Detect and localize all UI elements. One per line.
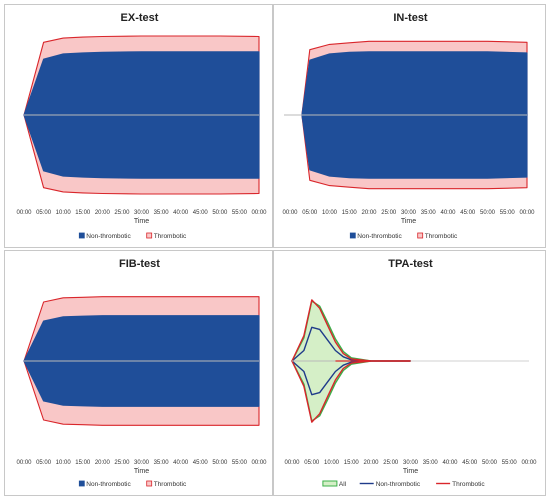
c2-legend-swatch-thrombotic (146, 480, 153, 487)
c3-x-tick-8: 40:00 (442, 460, 458, 466)
c0-x-tick-0: 00:00 (16, 210, 32, 216)
c2-x-tick-10: 50:00 (212, 460, 228, 466)
c2-x-tick-11: 55:00 (232, 460, 248, 466)
c1-legend-swatch-thrombotic (417, 232, 424, 239)
c0-x-tick-9: 45:00 (193, 210, 209, 216)
c3-x-tick-10: 50:00 (482, 460, 498, 466)
chart-panel-in: IN-test 00:00 05:00 10:00 15:00 20:00 25:00 30:… (273, 4, 546, 248)
c3-x-tick-1: 05:00 (304, 460, 320, 466)
chart-panel-fib: FIB-test 00:00 05:00 10:00 15:00 20:00 25:00 30… (4, 250, 273, 496)
c2-x-tick-0: 00:00 (16, 460, 32, 466)
chart-tpa: TPA-test 00:00 05:00 10:00 15:00 20:00 25:00 30… (284, 258, 537, 488)
c3-x-tick-11: 55:00 (502, 460, 518, 466)
c3-legend-label-non-thrombotic: Non-thrombotic (376, 481, 421, 488)
c3-x-tick-6: 30:00 (403, 460, 419, 466)
c1-x-tick-8: 40:00 (440, 210, 456, 216)
c2-x-tick-4: 20:00 (95, 460, 111, 466)
chart-panel-tpa: TPA-test 00:00 05:00 10:00 15:00 20:00 25:00 30… (273, 250, 546, 496)
c0-x-tick-7: 35:00 (154, 210, 170, 216)
c2-x-tick-3: 15:00 (75, 460, 91, 466)
c0-legend-swatch-non-thrombotic (78, 232, 85, 239)
c3-x-tick-5: 25:00 (383, 460, 399, 466)
c0-x-tick-10: 50:00 (212, 210, 228, 216)
c1-x-tick-4: 20:00 (361, 210, 377, 216)
c0-x-tick-3: 15:00 (75, 210, 91, 216)
c3-legend-label-thrombotic: Thrombotic (452, 481, 485, 488)
c3-x-tick-12: 00:00 (521, 460, 537, 466)
c3-title: TPA-test (388, 258, 433, 270)
c2-legend-label-non-thrombotic: Non-thrombotic (86, 481, 131, 488)
c1-x-tick-0: 00:00 (282, 210, 298, 216)
c1-x-tick-2: 10:00 (322, 210, 338, 216)
c2-x-tick-1: 05:00 (36, 460, 52, 466)
c3-x-tick-2: 10:00 (324, 460, 340, 466)
c3-legend-swatch-all (322, 480, 338, 487)
c2-x-tick-9: 45:00 (193, 460, 209, 466)
c3-x-tick-9: 45:00 (462, 460, 478, 466)
c1-x-tick-9: 45:00 (460, 210, 476, 216)
chart-ex: EX-test 00:00 05:00 10:00 15:00 20:00 25:00 30:… (16, 12, 267, 240)
c0-title: EX-test (121, 12, 159, 24)
c3-xlabel: Time (403, 468, 418, 475)
c0-x-tick-6: 30:00 (134, 210, 150, 216)
c3-x-tick-3: 15:00 (344, 460, 360, 466)
c2-x-tick-12: 00:00 (251, 460, 267, 466)
chart-panel-ex: EX-test 00:00 05:00 10:00 15:00 20:00 25:00 30:… (4, 4, 273, 248)
c1-xlabel: Time (401, 218, 416, 225)
c2-x-tick-5: 25:00 (114, 460, 130, 466)
c0-x-tick-5: 25:00 (114, 210, 130, 216)
c1-x-tick-3: 15:00 (342, 210, 358, 216)
c2-x-tick-7: 35:00 (154, 460, 170, 466)
c0-legend-label-thrombotic: Thrombotic (154, 233, 187, 240)
c3-x-tick-7: 35:00 (423, 460, 439, 466)
c1-legend-label-thrombotic: Thrombotic (425, 233, 458, 240)
chart-in: IN-test 00:00 05:00 10:00 15:00 20:00 25:00 30:… (282, 12, 535, 240)
c1-x-tick-5: 25:00 (381, 210, 397, 216)
c0-x-tick-8: 40:00 (173, 210, 189, 216)
c3-x-tick-0: 00:00 (284, 460, 300, 466)
c0-x-tick-2: 10:00 (56, 210, 72, 216)
c0-xlabel: Time (134, 218, 149, 225)
c1-x-tick-6: 30:00 (401, 210, 417, 216)
c0-x-tick-11: 55:00 (232, 210, 248, 216)
c2-title: FIB-test (119, 258, 160, 270)
c2-xlabel: Time (134, 468, 149, 475)
c0-legend-swatch-thrombotic (146, 232, 153, 239)
c0-x-tick-1: 05:00 (36, 210, 52, 216)
c1-legend-swatch-non-thrombotic (349, 232, 356, 239)
c0-legend-label-non-thrombotic: Non-thrombotic (86, 233, 131, 240)
c0-x-tick-12: 00:00 (251, 210, 267, 216)
c1-x-tick-11: 55:00 (500, 210, 516, 216)
c1-x-tick-1: 05:00 (302, 210, 318, 216)
c3-legend-label-all: All (339, 481, 347, 488)
c0-x-tick-4: 20:00 (95, 210, 111, 216)
c2-x-tick-6: 30:00 (134, 460, 150, 466)
c2-legend-swatch-non-thrombotic (78, 480, 85, 487)
c2-x-tick-8: 40:00 (173, 460, 189, 466)
c2-x-tick-2: 10:00 (56, 460, 72, 466)
c1-x-tick-10: 50:00 (480, 210, 496, 216)
c2-legend-label-thrombotic: Thrombotic (154, 481, 187, 488)
c1-x-tick-12: 00:00 (519, 210, 535, 216)
c1-legend-label-non-thrombotic: Non-thrombotic (357, 233, 402, 240)
c1-x-tick-7: 35:00 (421, 210, 437, 216)
chart-fib: FIB-test 00:00 05:00 10:00 15:00 20:00 25:00 30… (16, 258, 267, 488)
c1-title: IN-test (393, 12, 428, 24)
c3-x-tick-4: 20:00 (363, 460, 379, 466)
